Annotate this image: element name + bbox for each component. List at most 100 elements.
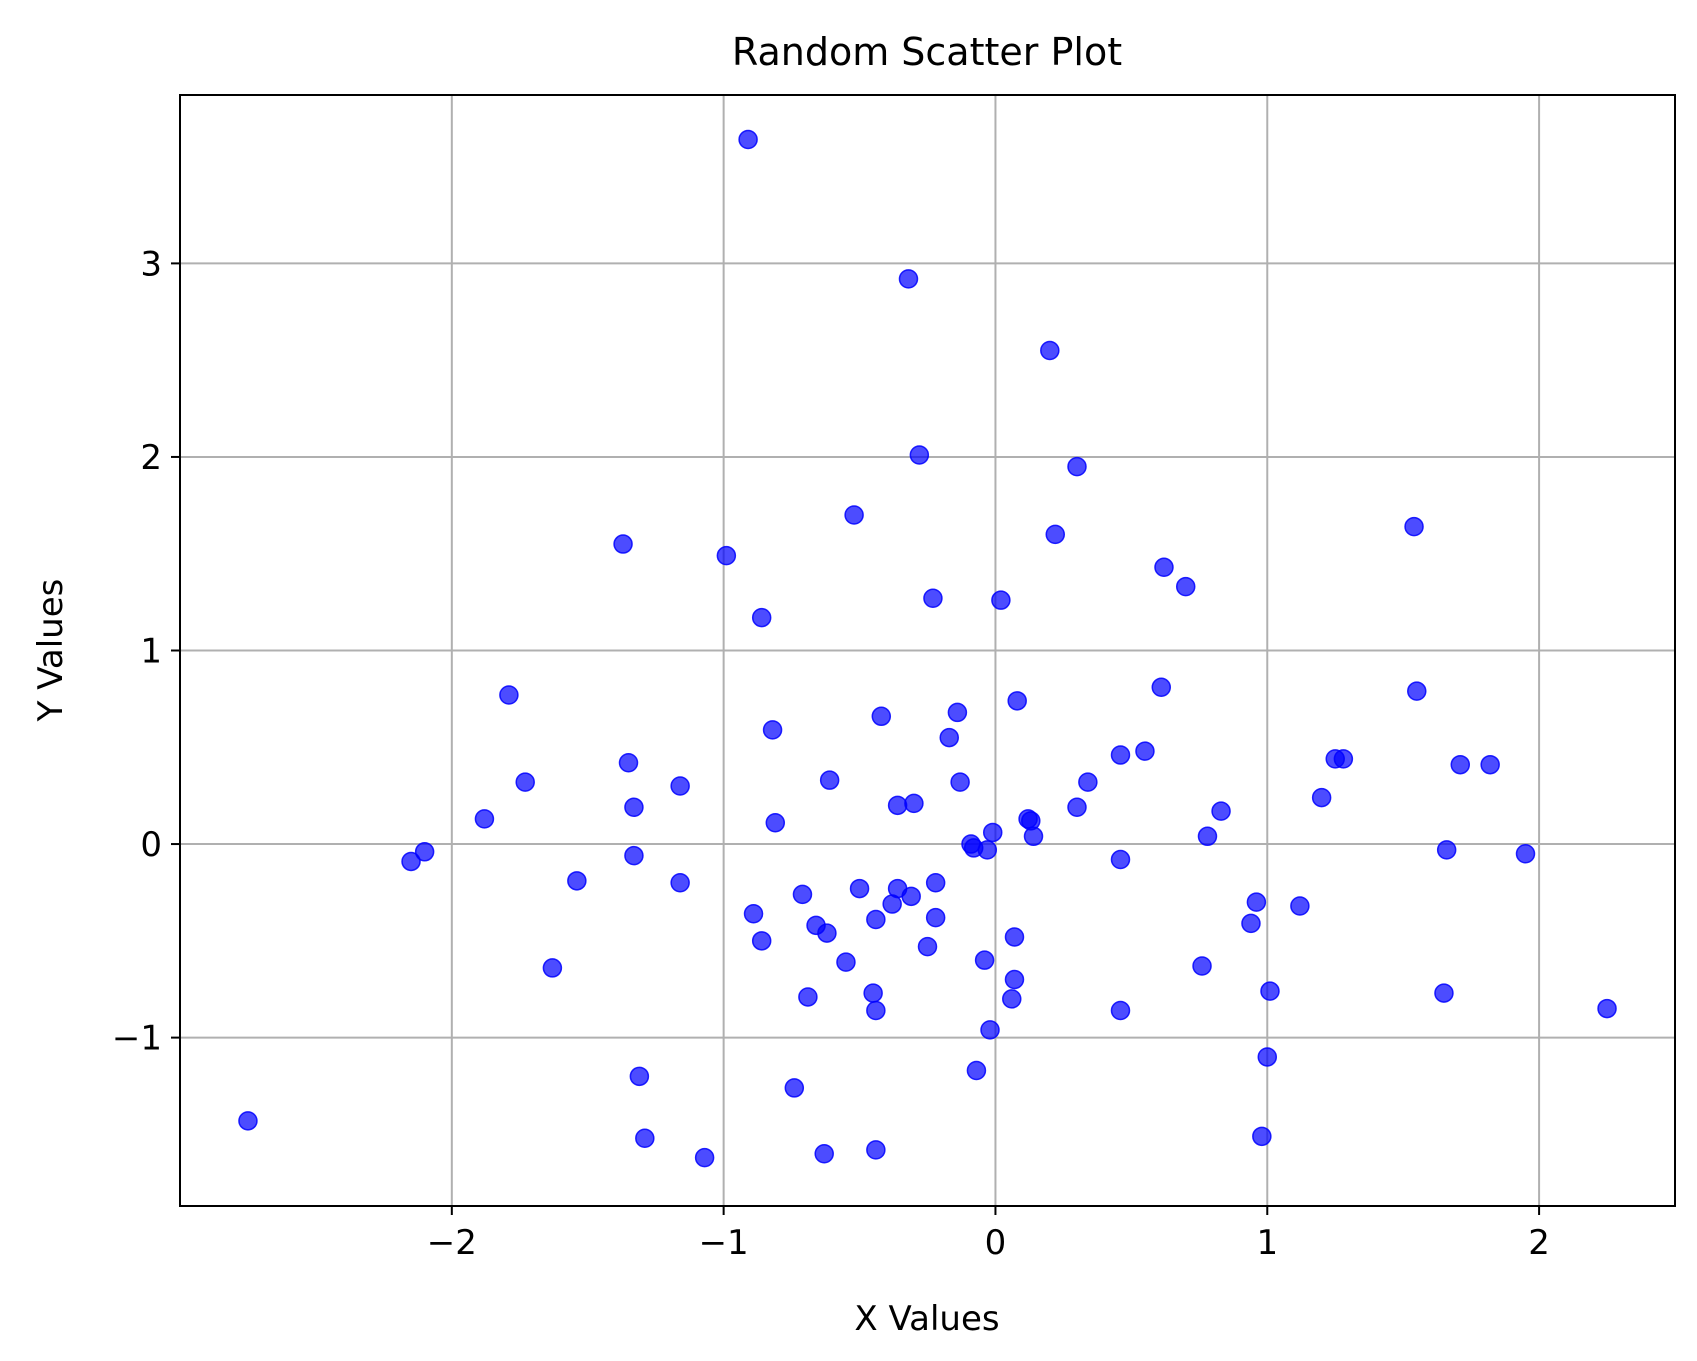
data-point-25: [792, 884, 813, 905]
y-tick-label-0: −1: [112, 1019, 162, 1059]
data-point-71: [1067, 797, 1087, 818]
data-point-60: [991, 590, 1011, 610]
data-point-30: [819, 770, 840, 790]
x-axis-label: X Values: [854, 1299, 999, 1339]
data-point-35: [866, 909, 886, 930]
data-point-7: [567, 871, 587, 891]
data-point-78: [1154, 557, 1174, 578]
x-tick-label-1: −1: [699, 1223, 749, 1263]
y-tick-label-2: 1: [140, 632, 162, 672]
chart-title: Random Scatter Plot: [732, 30, 1122, 74]
data-point-80: [1192, 956, 1212, 976]
data-point-50: [939, 727, 959, 748]
data-point-10: [624, 797, 644, 818]
data-point-51: [947, 702, 968, 723]
x-tick-label-4: 2: [1528, 1223, 1550, 1263]
data-point-82: [1211, 801, 1231, 821]
data-point-49: [925, 907, 946, 928]
data-point-97: [1480, 754, 1500, 775]
data-point-4: [499, 685, 519, 705]
y-tick-label-4: 3: [140, 244, 162, 284]
data-point-14: [670, 776, 690, 796]
data-point-84: [1246, 892, 1267, 912]
y-tick-label-1: 0: [140, 825, 162, 865]
data-point-12: [629, 1066, 650, 1087]
data-point-88: [1290, 896, 1310, 916]
data-point-75: [1110, 1000, 1131, 1021]
data-point-61: [1002, 989, 1022, 1009]
data-point-18: [738, 129, 758, 150]
axis-ticks: −2 −1 0 1 2 −1 0 1 2 3: [112, 244, 1550, 1263]
data-point-81: [1197, 826, 1218, 847]
data-point-56: [974, 950, 995, 970]
x-tick-label-0: −2: [427, 1223, 477, 1263]
x-tick-label-3: 1: [1256, 1223, 1278, 1263]
data-point-1: [401, 851, 421, 872]
data-point-23: [765, 813, 786, 833]
data-point-85: [1252, 1126, 1272, 1147]
data-point-3: [474, 809, 495, 829]
data-point-13: [635, 1128, 655, 1149]
data-point-91: [1333, 749, 1354, 769]
data-point-94: [1434, 983, 1454, 1003]
data-point-55: [966, 1060, 987, 1081]
data-point-43: [901, 886, 921, 907]
data-point-86: [1257, 1047, 1278, 1067]
data-point-21: [751, 931, 772, 951]
data-point-79: [1175, 576, 1196, 597]
data-point-16: [694, 1147, 715, 1168]
data-point-2: [414, 842, 435, 862]
data-point-42: [898, 269, 919, 289]
data-point-15: [670, 873, 690, 893]
data-point-47: [923, 588, 943, 608]
data-point-32: [844, 505, 864, 525]
data-point-63: [1004, 927, 1025, 947]
data-point-34: [863, 983, 883, 1003]
data-point-92: [1404, 516, 1424, 537]
y-axis-label: Y Values: [31, 579, 71, 723]
data-point-99: [1597, 998, 1617, 1019]
data-point-72: [1078, 772, 1098, 792]
data-point-73: [1110, 745, 1131, 765]
data-point-20: [751, 607, 772, 628]
data-point-9: [618, 753, 639, 773]
data-point-31: [836, 952, 856, 972]
data-point-0: [238, 1111, 258, 1131]
data-point-93: [1407, 681, 1427, 701]
data-point-87: [1260, 981, 1280, 1001]
data-point-37: [866, 1140, 886, 1160]
data-point-8: [613, 534, 633, 554]
data-point-57: [977, 840, 998, 860]
data-point-17: [716, 545, 737, 566]
data-point-33: [849, 878, 870, 899]
data-point-45: [909, 445, 930, 465]
data-point-26: [798, 987, 818, 1007]
data-point-44: [904, 793, 924, 814]
data-point-70: [1067, 456, 1087, 477]
data-points: [238, 129, 1617, 1168]
data-point-83: [1241, 913, 1261, 934]
data-point-29: [817, 923, 837, 943]
x-tick-label-2: 0: [985, 1223, 1007, 1263]
data-point-77: [1151, 677, 1172, 698]
data-point-36: [866, 1000, 886, 1021]
data-point-22: [762, 720, 783, 740]
data-point-24: [784, 1078, 805, 1098]
data-point-28: [814, 1143, 834, 1164]
data-point-46: [917, 936, 938, 957]
data-point-5: [515, 772, 535, 792]
data-point-68: [1040, 340, 1060, 361]
data-point-48: [925, 873, 946, 893]
data-point-11: [624, 845, 644, 866]
data-point-62: [1004, 969, 1025, 990]
data-point-52: [950, 772, 970, 792]
data-point-58: [980, 1020, 1000, 1040]
data-point-6: [542, 958, 563, 978]
data-point-69: [1045, 524, 1066, 545]
data-point-74: [1110, 849, 1131, 870]
data-point-76: [1135, 741, 1155, 761]
data-point-89: [1311, 787, 1332, 808]
